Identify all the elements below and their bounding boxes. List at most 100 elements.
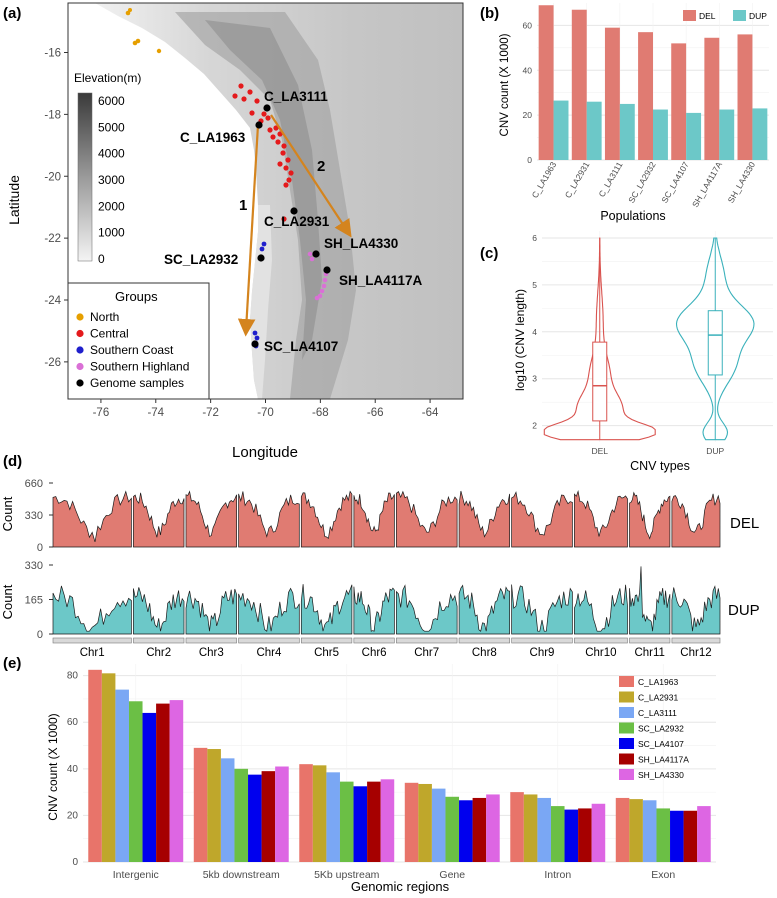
panel-d-dup-area-chr10	[574, 584, 628, 635]
elevation-tick-label: 4000	[98, 147, 125, 161]
panel-d-del-area-chr11	[629, 491, 671, 548]
map-ytick-label: -26	[44, 357, 61, 369]
panel-e-xtick-label: Exon	[651, 869, 675, 881]
panel-e-bar-c-la2931-5kb-upstream	[312, 765, 327, 862]
map-xtick-label: -64	[422, 407, 439, 419]
groups-legend-label-southern-coast: Southern Coast	[90, 343, 174, 357]
panel-d-chrom-label-chr3: Chr3	[199, 647, 224, 659]
panel-e-bar-sc-la2932-intron	[550, 806, 565, 862]
panel-d-dup-area-chr5	[300, 584, 353, 635]
panel-d-del-area-chr1	[52, 490, 132, 548]
panel-d-del-area-chr2	[133, 492, 185, 548]
panel-b-bar-del-sc-la2932	[638, 32, 653, 160]
panel-c-violin-del	[543, 237, 656, 441]
panel-e-bar-c-la1963-intergenic	[88, 669, 102, 862]
migration-arrow-1	[237, 124, 260, 337]
panel-c-violin-dup	[675, 237, 755, 441]
panel-d-dup-ytick-label: 0	[37, 629, 43, 641]
panel-e-ytick-label: 0	[72, 857, 78, 868]
panel-b-bar-del-sh-la4117a	[704, 37, 720, 161]
panel-d-del-ytick-label: 330	[25, 510, 43, 522]
central-points	[232, 83, 294, 222]
panel-e-legend-label-sc-la4107: SC_LA4107	[638, 739, 684, 749]
panel-e-bar-sc-la2932-5kb-downstream	[234, 768, 249, 862]
panel-e-xtick-label: Intron	[544, 869, 571, 881]
panel-d-del-area-chr4	[238, 491, 300, 548]
panel-e-legend-swatch-sh-la4330	[619, 769, 634, 780]
genome-sample-points	[251, 104, 331, 348]
panel-e-bar-sc-la4107-gene	[459, 800, 473, 862]
panel-e-ytick-label: 20	[67, 810, 79, 821]
panel-d-chrom-label-chr2: Chr2	[146, 647, 171, 659]
panel-d-dup-area-chr7	[396, 584, 458, 635]
elevation-tick-label: 3000	[98, 173, 125, 187]
panel-d-chrom-bar-chr2	[133, 637, 185, 644]
panel-d-chrom-label-chr11: Chr11	[634, 647, 664, 659]
panel-b-xtick-label: SH_LA4330	[726, 160, 758, 205]
panel-d-chrom-label-chr6: Chr6	[362, 647, 387, 659]
panel-b-bar-del-sc-la4107	[671, 43, 687, 160]
map-xtick-label: -66	[367, 407, 384, 419]
panel-b-ytick-label: 0	[527, 155, 532, 165]
sample-label-sc-la2932: SC_LA2932	[164, 252, 238, 267]
panel-b-bar-del-c-la1963	[538, 5, 554, 160]
arrow-label-1: 1	[239, 197, 247, 214]
panel-d-del-area-chr3	[185, 490, 237, 548]
panel-c-ytick-label: 6	[532, 233, 537, 243]
sample-label-sh-la4330: SH_LA4330	[324, 236, 398, 251]
panel-e-legend-swatch-sc-la4107	[619, 738, 634, 749]
panel-d-del-ytick-label: 0	[37, 542, 43, 554]
panel-c-box-dup	[707, 310, 723, 376]
panel-b-xtick-label: C_LA1963	[530, 160, 559, 200]
panel-e-xtick-label: 5kb downstream	[203, 869, 280, 881]
groups-legend-label-north: North	[90, 310, 119, 324]
map-ytick-label: -24	[44, 295, 61, 307]
panel-e-ytick-label: 60	[67, 717, 79, 728]
panel-e-plot-area	[83, 664, 716, 862]
panel-d-chrom-label-chr1: Chr1	[80, 647, 105, 659]
panel-c-plot-area	[542, 231, 773, 442]
panel-b-bar-dup-sc-la4107	[686, 112, 702, 160]
panel-e-bar-sh-la4330-intron	[591, 803, 606, 862]
panel-d-dup-ytick-label: 330	[25, 560, 43, 572]
panel-d-chrom-bar-chr9	[511, 637, 573, 644]
panel-d-del-area-chr5	[300, 490, 353, 548]
panel-d-chrom-label-chr10: Chr10	[585, 647, 616, 659]
panel-b-bar-del-sh-la4330	[737, 34, 753, 160]
panel-a-map: (a) -76 -74 -72 -70 -68 -66 -64 -16 -18 -20 -22 -24…	[3, 2, 464, 461]
panel-b-legend-swatch-del	[683, 10, 696, 21]
groups-legend-title: Groups	[115, 289, 158, 304]
panel-d-del-ytick-label: 660	[25, 478, 43, 490]
panel-e-legend-swatch-c-la2931	[619, 691, 634, 703]
panel-e-legend-swatch-sh-la4117a	[619, 753, 634, 765]
map-xtick-label: -70	[257, 407, 274, 419]
panel-b-bar-dup-c-la3111	[619, 103, 635, 160]
panel-e-legend-label-c-la3111: C_LA3111	[638, 708, 677, 718]
panel-d-dup-area-chr4	[238, 587, 300, 635]
panel-b-bar-chart: 0 20 40 60 C_LA1963 C_LA2931 C_LA3111 SC_LA2932…	[523, 3, 769, 209]
panel-e-bar-c-la3111-intergenic	[115, 689, 129, 862]
elevation-tick-label: 1000	[98, 226, 125, 240]
panel-d-chrom-bar-chr5	[300, 637, 353, 644]
panel-b-xtick-label: C_LA2931	[563, 160, 592, 200]
panel-e-legend-label-sc-la2932: SC_LA2932	[638, 724, 684, 734]
panel-e-bar-c-la1963-intron	[510, 792, 524, 862]
groups-legend-swatch-southern-highland	[76, 362, 84, 371]
groups-legend-swatch-southern-coast	[76, 346, 84, 354]
panel-e-bar-sh-la4117a-5kb-downstream	[261, 771, 276, 862]
panel-d-del-label: DEL	[730, 515, 759, 532]
map-ytick-label: -16	[44, 48, 61, 60]
panel-e-legend-label-c-la1963: C_LA1963	[638, 677, 678, 687]
migration-arrow-2	[270, 114, 352, 238]
panel-e-legend-swatch-sc-la2932	[619, 722, 634, 734]
panel-c-violin-chart: 2 3 4 5 6 DEL DUP	[532, 231, 773, 456]
panel-e-bar-sh-la4330-exon	[697, 806, 711, 862]
panel-label-e: (e)	[3, 655, 21, 672]
panel-b-xtick-label: SC_LA2932	[626, 160, 658, 205]
panel-e-xtick-label: Gene	[439, 869, 465, 881]
panel-b-legend-label-del: DEL	[699, 11, 716, 21]
andes-ridge	[205, 20, 322, 360]
panel-d-chrom-label-chr4: Chr4	[256, 647, 282, 659]
panel-d-chrom-label-chr9: Chr9	[530, 647, 555, 659]
panel-e-bar-c-la3111-5kb-downstream	[220, 758, 235, 862]
